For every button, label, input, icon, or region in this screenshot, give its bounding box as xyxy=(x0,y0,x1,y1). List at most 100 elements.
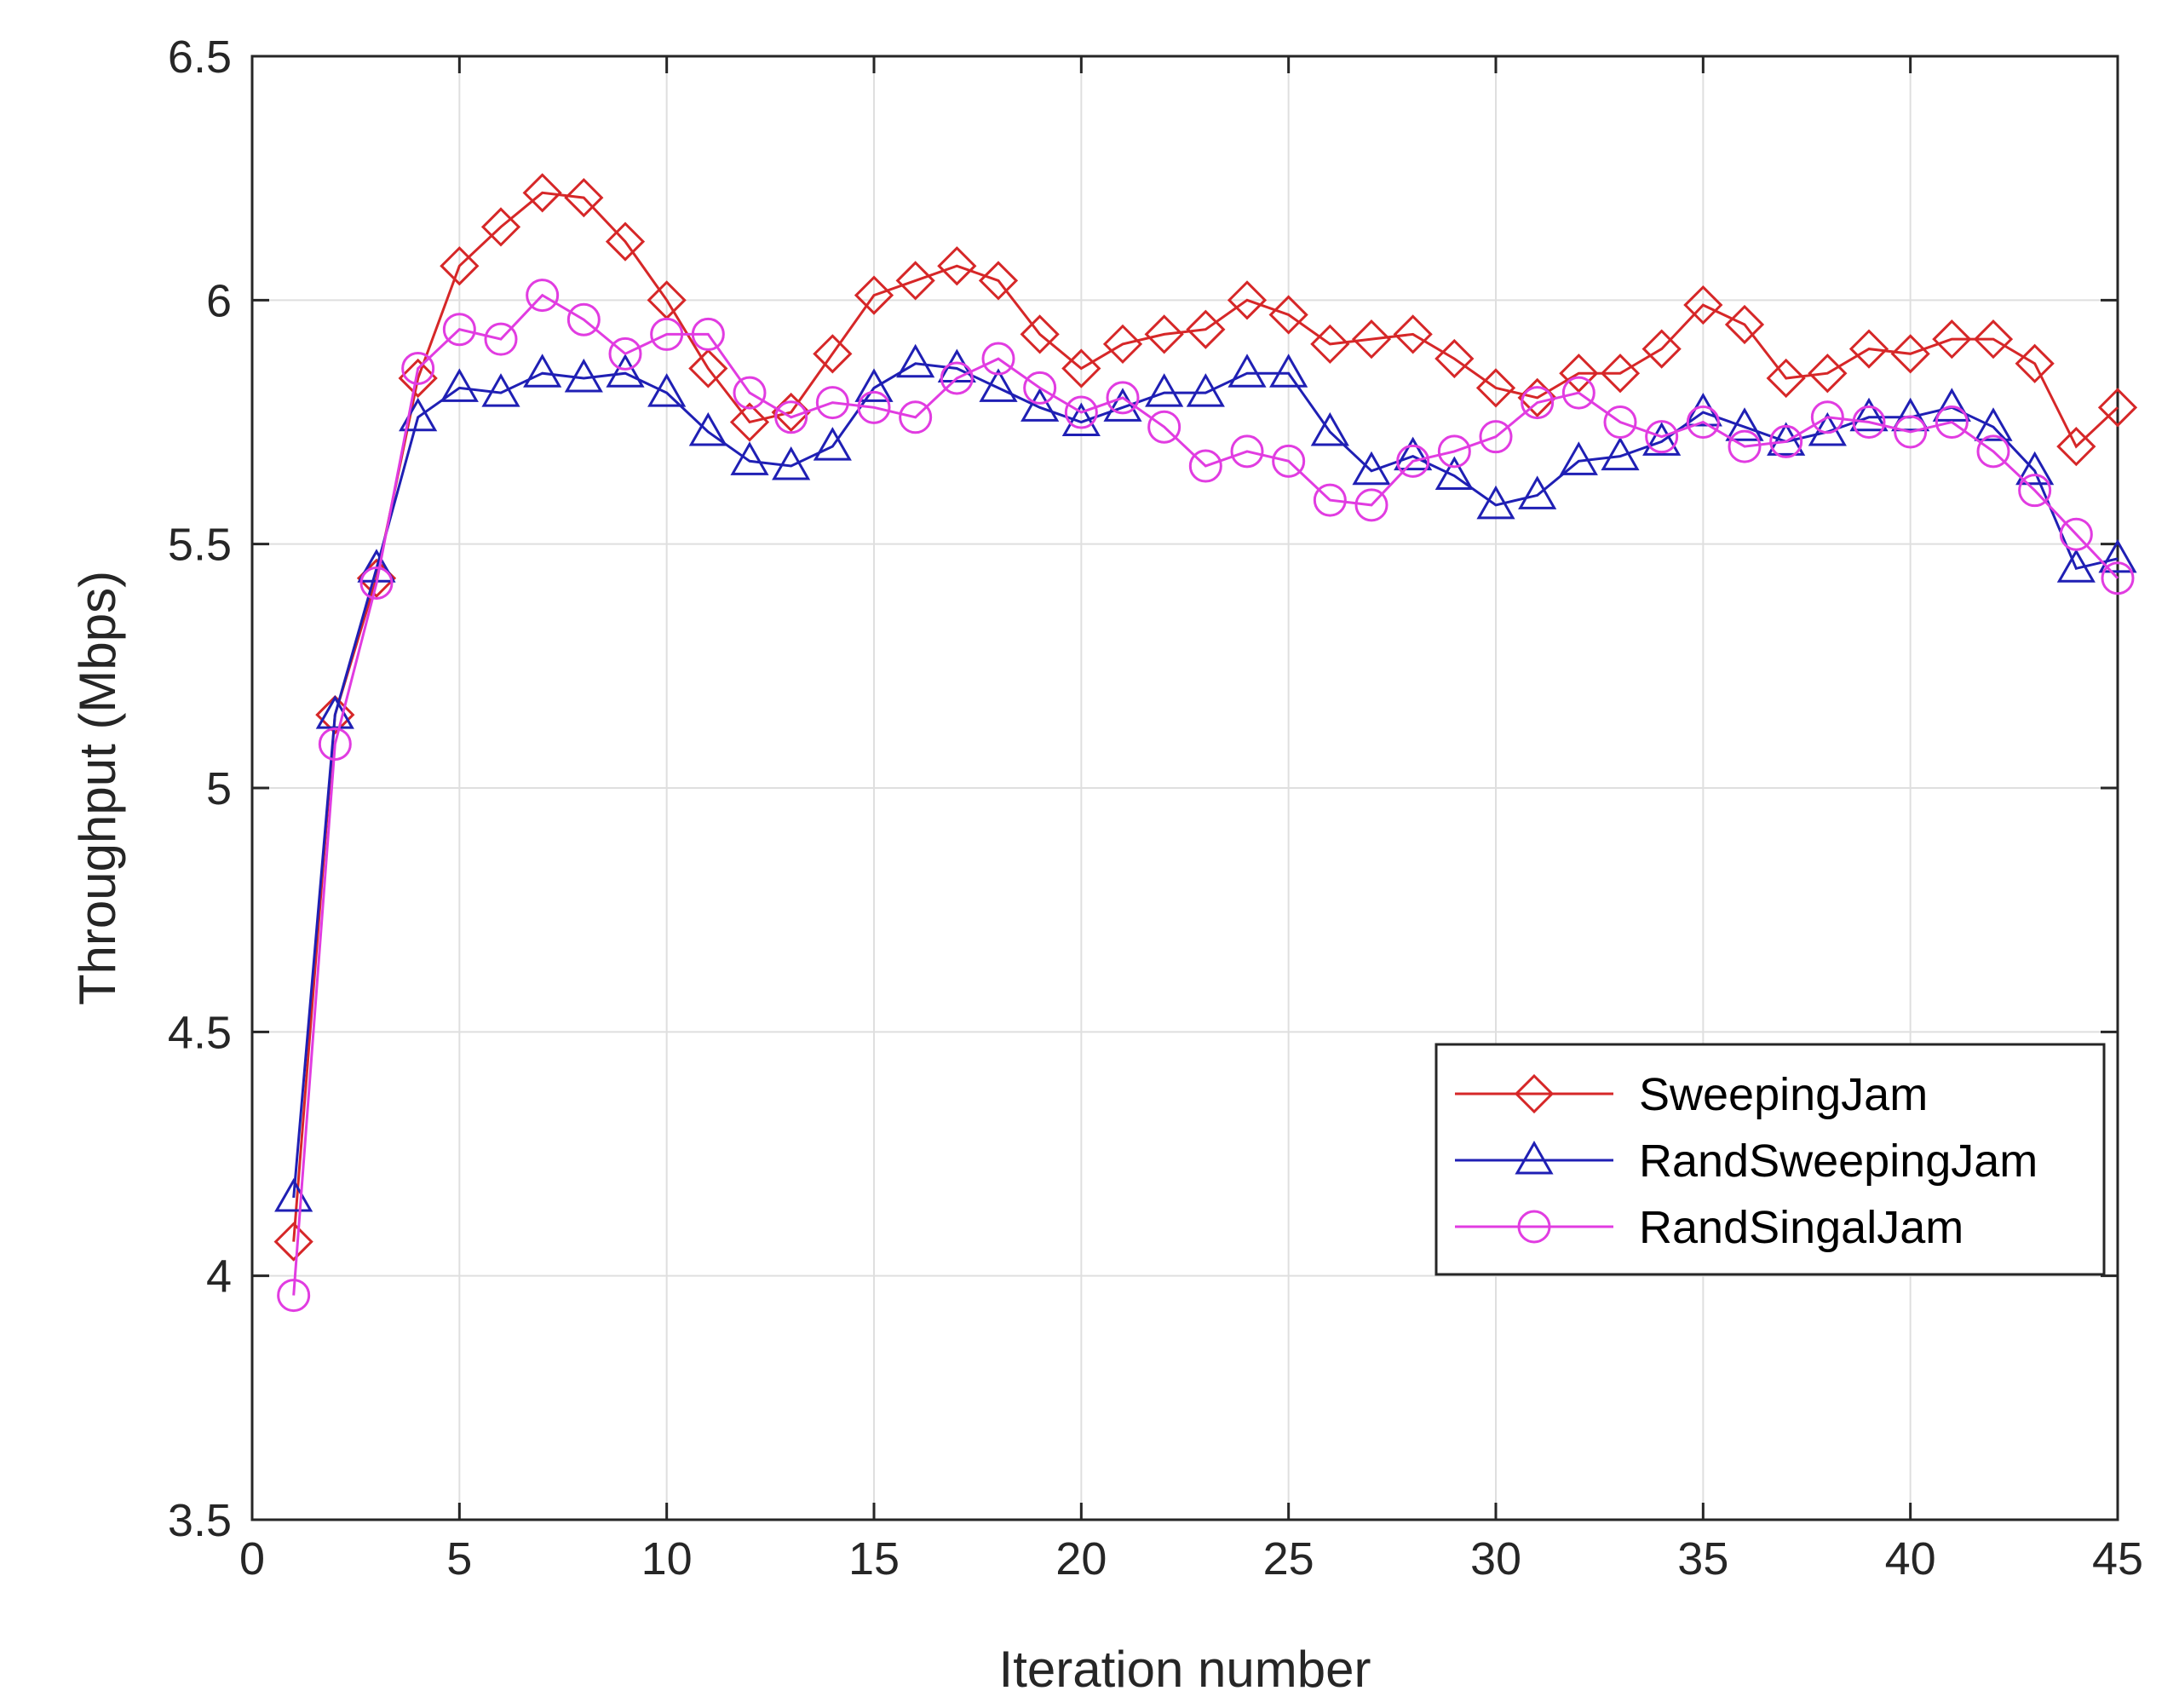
data-point-randsweepingjam xyxy=(854,368,894,402)
data-point-randsweepingjam xyxy=(1559,441,1598,475)
x-tick-label: 35 xyxy=(1677,1533,1728,1584)
data-point-randsingaljam xyxy=(1852,405,1886,439)
data-point-randsweepingjam xyxy=(523,354,562,388)
legend-label: RandSweepingJam xyxy=(1639,1136,2038,1187)
data-point-sweepingjam xyxy=(854,275,894,315)
series-line-randsweepingjam xyxy=(292,362,2119,1199)
x-axis-title: Iteration number xyxy=(999,1641,1371,1698)
data-point-randsingaljam xyxy=(1769,424,1803,458)
legend-marker xyxy=(1514,1073,1555,1114)
legend-marker xyxy=(1515,1140,1554,1175)
data-point-sweepingjam xyxy=(1724,304,1765,345)
data-point-randsingaljam xyxy=(1064,395,1098,429)
data-point-randsingaljam xyxy=(1230,434,1264,469)
data-point-randsingaljam xyxy=(1561,376,1595,410)
data-point-randsweepingjam xyxy=(1725,407,1764,441)
data-point-randsingaljam xyxy=(1354,488,1388,522)
data-point-randsweepingjam xyxy=(979,368,1018,402)
data-point-randsweepingjam xyxy=(1767,422,1806,456)
data-point-randsingaljam xyxy=(1437,434,1471,469)
data-point-sweepingjam xyxy=(522,173,562,213)
data-point-randsingaljam xyxy=(484,322,518,356)
data-point-randsweepingjam xyxy=(440,368,479,402)
y-tick-label: 4.5 xyxy=(168,1007,232,1058)
data-point-randsingaljam xyxy=(1894,415,1928,449)
data-point-randsingaljam xyxy=(815,386,849,420)
data-point-sweepingjam xyxy=(1848,329,1889,369)
data-point-randsweepingjam xyxy=(688,411,727,446)
data-point-randsweepingjam xyxy=(1061,402,1101,436)
data-point-sweepingjam xyxy=(1683,285,1723,325)
data-point-randsweepingjam xyxy=(1518,475,1557,509)
data-point-randsingaljam xyxy=(442,313,476,347)
data-point-randsweepingjam xyxy=(1145,373,1184,407)
data-point-sweepingjam xyxy=(1102,324,1143,364)
data-point-randsweepingjam xyxy=(564,358,603,393)
data-point-sweepingjam xyxy=(1310,324,1350,364)
data-point-sweepingjam xyxy=(1020,314,1060,354)
data-point-randsweepingjam xyxy=(896,343,935,378)
y-tick-label: 5 xyxy=(206,763,232,814)
data-point-randsingaljam xyxy=(1810,400,1844,434)
series-line-sweepingjam xyxy=(292,191,2119,1242)
x-tick-label: 10 xyxy=(641,1533,693,1584)
data-point-randsingaljam xyxy=(566,302,601,336)
data-point-randsingaljam xyxy=(1603,405,1637,439)
legend-label: RandSingalJam xyxy=(1639,1202,1963,1253)
data-point-sweepingjam xyxy=(1932,319,1972,359)
legend-entry-randsweepingjam: RandSweepingJam xyxy=(1455,1136,2038,1187)
data-point-randsweepingjam xyxy=(481,373,520,407)
y-tick-label: 3.5 xyxy=(168,1495,232,1546)
data-point-randsweepingjam xyxy=(2015,451,2055,486)
data-point-sweepingjam xyxy=(937,246,977,286)
data-point-randsweepingjam xyxy=(1891,397,1930,432)
data-point-randsweepingjam xyxy=(1476,485,1515,520)
data-point-randsweepingjam xyxy=(1227,354,1267,388)
data-point-sweepingjam xyxy=(1600,354,1641,394)
data-point-randsweepingjam xyxy=(1394,436,1433,471)
data-point-randsingaljam xyxy=(1686,405,1720,439)
y-tick-label: 4 xyxy=(206,1251,232,1303)
data-point-randsweepingjam xyxy=(1434,456,1474,490)
data-point-sweepingjam xyxy=(1186,309,1226,349)
data-point-sweepingjam xyxy=(605,221,646,262)
data-point-sweepingjam xyxy=(1808,354,1848,394)
data-point-sweepingjam xyxy=(729,402,770,442)
data-point-randsingaljam xyxy=(1479,420,1513,454)
data-point-randsweepingjam xyxy=(1601,436,1640,471)
data-point-randsweepingjam xyxy=(606,354,645,388)
data-point-sweepingjam xyxy=(273,1222,313,1262)
data-point-randsweepingjam xyxy=(1352,451,1391,486)
data-point-randsingaljam xyxy=(940,361,974,395)
data-point-randsingaljam xyxy=(1645,420,1679,454)
data-point-sweepingjam xyxy=(440,246,480,286)
data-point-randsweepingjam xyxy=(730,441,769,475)
y-tick-label: 5.5 xyxy=(168,520,232,571)
data-point-sweepingjam xyxy=(1641,329,1682,369)
data-point-randsingaljam xyxy=(2018,474,2052,508)
x-tick-label: 45 xyxy=(2092,1533,2143,1584)
data-point-sweepingjam xyxy=(1144,314,1184,354)
data-point-randsingaljam xyxy=(899,400,933,434)
data-point-randsingaljam xyxy=(318,727,352,761)
data-point-randsingaljam xyxy=(359,566,394,600)
y-tick-label: 6 xyxy=(206,275,232,326)
data-point-randsweepingjam xyxy=(2056,549,2096,583)
data-point-sweepingjam xyxy=(2015,343,2055,383)
data-point-randsweepingjam xyxy=(813,427,852,461)
data-point-randsweepingjam xyxy=(1186,373,1225,407)
data-point-randsweepingjam xyxy=(1932,388,1971,422)
data-point-randsingaljam xyxy=(1728,429,1762,463)
data-point-randsweepingjam xyxy=(1310,411,1349,446)
data-point-randsingaljam xyxy=(650,317,684,351)
data-point-randsingaljam xyxy=(1272,444,1306,478)
data-point-sweepingjam xyxy=(895,261,935,301)
y-axis-title: Throughput (Mbps) xyxy=(69,571,126,1005)
data-point-randsingaljam xyxy=(733,376,767,410)
data-point-randsingaljam xyxy=(2101,561,2135,595)
data-point-randsingaljam xyxy=(1023,371,1057,405)
data-point-randsweepingjam xyxy=(1103,388,1142,422)
data-point-randsingaljam xyxy=(1147,410,1181,444)
y-tick-label: 6.5 xyxy=(168,32,232,83)
